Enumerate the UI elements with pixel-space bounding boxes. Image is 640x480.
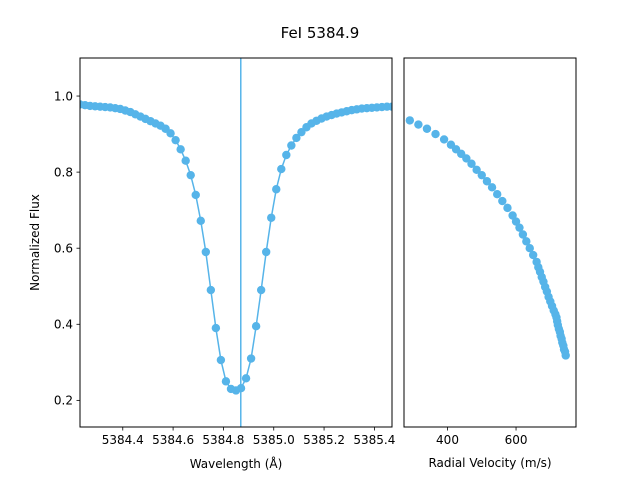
wavelength-data-point bbox=[191, 190, 200, 200]
wavelength-data-point bbox=[206, 285, 216, 295]
flux-y-axis-label: Normalized Flux bbox=[28, 194, 42, 291]
velocity-data-point bbox=[522, 237, 531, 246]
velocity-x-axis-label: Radial Velocity (m/s) bbox=[428, 456, 551, 470]
wavelength-data-point bbox=[201, 247, 211, 257]
flux-y-tick-label: 0.2 bbox=[54, 394, 73, 408]
velocity-plot-area bbox=[405, 116, 570, 360]
velocity-data-point bbox=[528, 250, 538, 260]
wavelength-data-point bbox=[267, 213, 276, 222]
velocity-data-point bbox=[439, 135, 449, 144]
wavelength-panel: 5384.4 5384.6 5384.8 5385.0 5385.2 5385.4 0.2… bbox=[28, 57, 395, 471]
wavelength-x-axis-label: Wavelength (Å) bbox=[190, 456, 283, 471]
wavelength-data-point bbox=[287, 141, 296, 150]
velocity-data-point bbox=[508, 211, 517, 220]
velocity-panel-frame bbox=[403, 57, 577, 428]
wavelength-data-point bbox=[282, 150, 291, 160]
flux-y-tick-label: 1.0 bbox=[54, 89, 73, 103]
velocity-panel: 400 600 Radial Velocity (m/s) bbox=[403, 57, 577, 470]
figure-title: FeI 5384.9 bbox=[281, 24, 360, 42]
wavelength-data-point bbox=[256, 285, 266, 295]
velocity-data-point bbox=[515, 223, 524, 232]
wavelength-data-point bbox=[221, 377, 231, 386]
wavelength-x-ticks: 5384.4 5384.6 5384.8 5385.0 5385.2 5385.4 bbox=[102, 427, 395, 447]
velocity-data-point bbox=[561, 351, 570, 360]
wavelength-data-point bbox=[272, 185, 281, 194]
wavelength-data-point bbox=[277, 164, 286, 174]
flux-y-tick-label: 0.4 bbox=[54, 318, 73, 332]
wavelength-data-point bbox=[176, 145, 185, 154]
velocity-data-point bbox=[518, 230, 528, 239]
velocity-x-tick-label: 400 bbox=[436, 433, 459, 447]
wavelength-data-point bbox=[246, 354, 256, 363]
wavelength-data-point bbox=[261, 247, 271, 257]
wavelength-x-tick-label: 5384.6 bbox=[152, 433, 194, 447]
wavelength-data-point bbox=[241, 374, 251, 383]
velocity-data-point bbox=[467, 159, 476, 168]
wavelength-data-point bbox=[166, 129, 175, 138]
velocity-data-point bbox=[525, 244, 534, 253]
velocity-data-point bbox=[487, 183, 497, 192]
wavelength-series-line bbox=[80, 103, 392, 392]
wavelength-data-point bbox=[251, 321, 261, 331]
wavelength-data-point bbox=[181, 156, 190, 165]
velocity-data-point bbox=[462, 154, 471, 163]
velocity-x-ticks: 400 600 bbox=[436, 427, 527, 447]
wavelength-plot-area bbox=[80, 58, 392, 427]
wavelength-data-point bbox=[171, 135, 180, 145]
wavelength-data-point bbox=[216, 355, 226, 365]
velocity-series bbox=[405, 116, 570, 360]
velocity-data-point bbox=[472, 165, 481, 175]
velocity-data-point bbox=[422, 124, 432, 133]
velocity-data-point bbox=[493, 189, 502, 199]
wavelength-panel-frame bbox=[79, 57, 393, 428]
wavelength-data-point bbox=[186, 170, 195, 180]
velocity-data-point bbox=[498, 196, 507, 206]
wavelength-data-point bbox=[292, 133, 301, 143]
wavelength-x-tick-label: 5385.0 bbox=[253, 433, 295, 447]
wavelength-x-tick-label: 5385.2 bbox=[303, 433, 345, 447]
wavelength-data-point bbox=[387, 102, 392, 111]
velocity-data-point bbox=[503, 203, 512, 213]
velocity-data-point bbox=[482, 177, 492, 186]
velocity-x-tick-label: 600 bbox=[505, 433, 528, 447]
flux-y-tick-label: 0.6 bbox=[54, 242, 73, 256]
velocity-data-point bbox=[405, 116, 415, 125]
wavelength-series bbox=[80, 100, 392, 395]
wavelength-data-point bbox=[211, 323, 221, 333]
flux-y-tick-label: 0.8 bbox=[54, 165, 73, 179]
velocity-data-point bbox=[414, 120, 423, 129]
flux-y-ticks: 0.2 0.4 0.6 0.8 1.0 bbox=[54, 89, 80, 408]
wavelength-x-tick-label: 5385.4 bbox=[353, 433, 395, 447]
wavelength-x-tick-label: 5384.8 bbox=[202, 433, 244, 447]
wavelength-data-point bbox=[196, 216, 205, 226]
velocity-data-point bbox=[431, 129, 440, 139]
velocity-data-point bbox=[477, 170, 486, 180]
wavelength-x-tick-label: 5384.4 bbox=[102, 433, 144, 447]
